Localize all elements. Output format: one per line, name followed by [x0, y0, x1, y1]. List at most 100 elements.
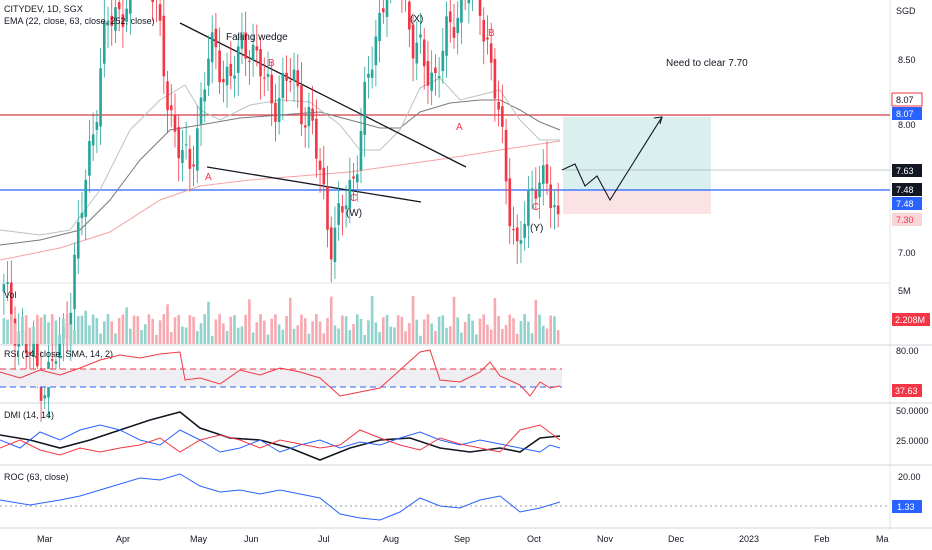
chart-title: CITYDEV, 1D, SGX — [4, 4, 83, 14]
volume-bar — [337, 328, 340, 344]
volume-bar — [545, 328, 549, 344]
candle-body — [181, 149, 184, 163]
candle-body — [6, 282, 9, 284]
volume-bar — [129, 328, 132, 344]
projection-path — [561, 116, 663, 202]
volume-bar — [296, 325, 300, 344]
candle-body — [173, 115, 177, 132]
volume-bar — [523, 314, 526, 344]
target-zone — [563, 117, 711, 191]
volume-bar — [121, 314, 125, 344]
volume-bar — [28, 327, 32, 344]
volume-bar — [285, 316, 288, 344]
candle-body — [311, 108, 314, 121]
candle-body — [497, 102, 500, 110]
volume-bar — [471, 320, 474, 344]
candle-body — [218, 50, 221, 83]
candle-body — [80, 212, 84, 219]
candle-body — [169, 105, 173, 111]
x-tick-label: Apr — [116, 534, 130, 544]
volume-bar — [155, 334, 158, 344]
candle-body — [288, 81, 292, 83]
candle-body — [240, 34, 244, 49]
candle-body — [355, 174, 359, 183]
candle-body — [262, 77, 266, 79]
svg-text:7.48: 7.48 — [896, 199, 914, 209]
volume-bar — [329, 296, 333, 344]
volume-bar — [448, 326, 452, 344]
svg-text:2.208M: 2.208M — [895, 315, 925, 325]
volume-bar — [501, 328, 504, 344]
dmi-minus-line — [0, 424, 561, 456]
volume-bar — [225, 330, 229, 344]
x-tick-label: Sep — [454, 534, 470, 544]
volume-bar — [99, 333, 102, 344]
volume-bar — [147, 314, 151, 344]
badge-8-07-red: 8.07 — [891, 92, 923, 107]
volume-bar — [415, 319, 419, 344]
volume-bar — [341, 315, 344, 344]
volume-bar — [482, 314, 486, 344]
candle-body — [318, 160, 322, 170]
volume-bar — [430, 323, 433, 344]
volume-bar — [43, 314, 47, 344]
volume-bar — [84, 310, 88, 344]
rsi-label: RSI (14, close, SMA, 14, 2) — [4, 349, 113, 359]
x-tick-label: Dec — [668, 534, 685, 544]
volume-bar — [69, 324, 73, 344]
candle-body — [434, 67, 437, 74]
candle-body — [188, 148, 192, 169]
candle-body — [203, 89, 207, 102]
candle-body — [508, 178, 512, 227]
candle-body — [266, 73, 270, 77]
candle-body — [408, 1, 411, 30]
ema-63-line — [0, 99, 561, 246]
volume-bar — [62, 318, 65, 344]
candle-body — [292, 69, 296, 81]
volume-bar — [214, 319, 218, 344]
candle-body — [489, 43, 493, 63]
volume-bar — [422, 319, 426, 344]
volume-bar — [322, 333, 326, 344]
volume-bar — [192, 316, 195, 344]
volume-bar — [359, 318, 363, 344]
candle-body — [259, 49, 262, 77]
candle-body — [430, 72, 433, 91]
candle-body — [538, 182, 541, 198]
volume-bar — [456, 317, 460, 344]
volume-bar — [76, 316, 80, 344]
candle-body — [210, 32, 214, 63]
candle-body — [158, 4, 162, 21]
candle-body — [501, 106, 504, 127]
volume-bar — [136, 316, 140, 344]
candle-body — [84, 179, 88, 217]
volume-bar — [177, 314, 181, 344]
candle-body — [307, 106, 311, 127]
volume-bar — [307, 333, 311, 344]
candle-body — [270, 74, 274, 104]
candle-body — [192, 164, 195, 167]
volume-bar — [460, 332, 463, 344]
wave-b-label-1: B — [268, 58, 275, 69]
volume-bar — [236, 327, 240, 344]
volume-bar — [445, 327, 448, 344]
volume-bar — [210, 335, 214, 344]
volume-bar — [441, 315, 445, 344]
svg-text:37.63: 37.63 — [895, 386, 918, 396]
roc-current-badge: 1.33 — [892, 500, 922, 513]
volume-bar — [411, 296, 415, 344]
volume-bar — [270, 318, 274, 344]
candle-body — [341, 206, 344, 213]
candle-body — [337, 203, 340, 225]
candle-body — [493, 59, 497, 99]
ema-legend: EMA (22, close, 63, close, 252, close) — [4, 16, 155, 26]
candle-body — [467, 0, 471, 4]
x-tick-label: May — [190, 534, 208, 544]
volume-bar — [393, 327, 396, 344]
y-tick-8.00: 8.00 — [898, 120, 916, 130]
candle-body — [441, 50, 445, 72]
volume-bar — [315, 314, 318, 344]
candle-body — [251, 44, 255, 60]
stop-zone — [563, 191, 711, 214]
